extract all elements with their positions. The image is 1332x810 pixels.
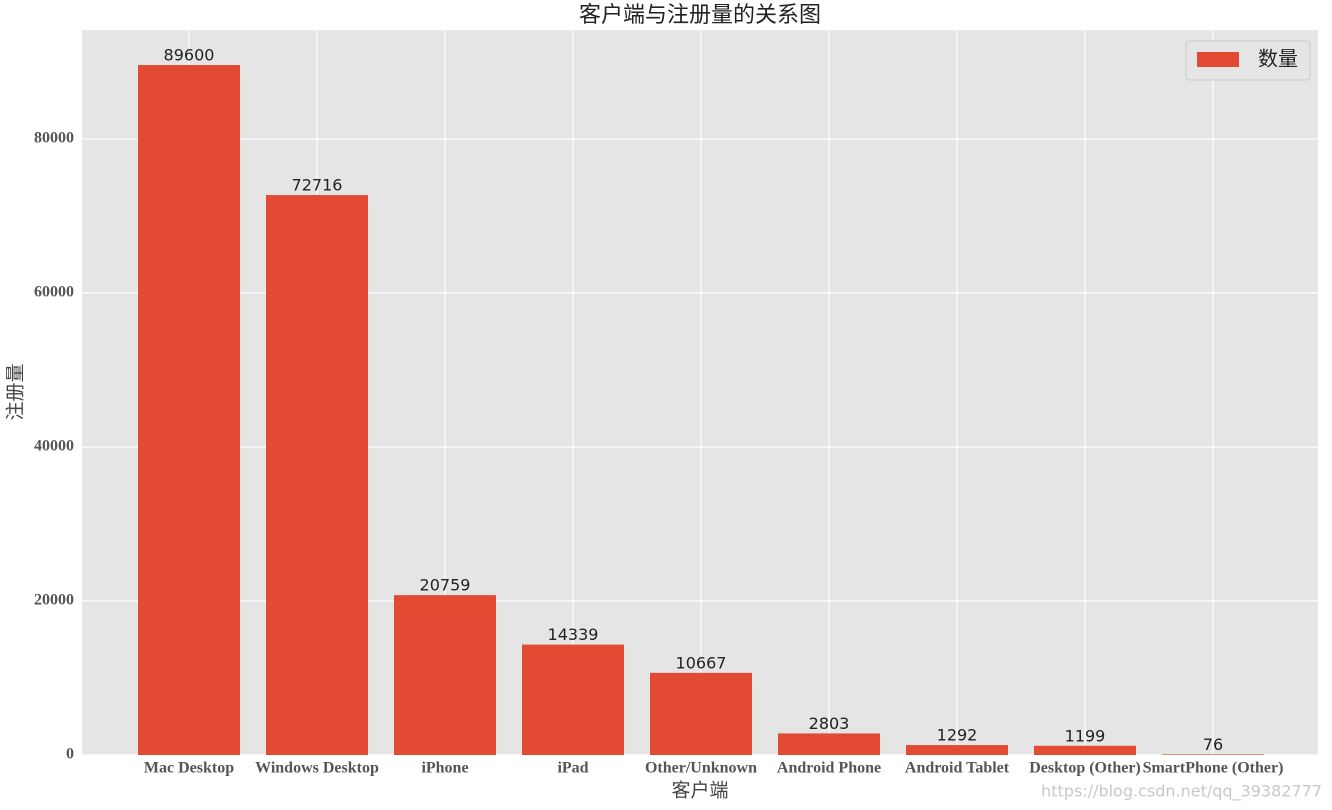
value-label: 10667 [676,653,727,672]
value-label: 1292 [937,726,978,745]
bar [906,745,1008,755]
legend-swatch [1197,52,1239,67]
x-tick-label: Windows Desktop [255,760,379,777]
bar [778,733,880,755]
bar [394,595,496,755]
x-tick-label: Mac Desktop [144,760,234,777]
value-label: 89600 [164,46,215,65]
bar [266,195,368,755]
watermark: https://blog.csdn.net/qq_39382777 [1041,782,1322,802]
bar [522,644,624,755]
value-label: 20759 [420,576,471,595]
y-axis-label: 注册量 [5,363,27,420]
value-label: 72716 [292,176,343,195]
y-tick-label: 80000 [34,130,74,147]
value-label: 14339 [548,625,599,644]
bar [1034,745,1136,755]
x-tick-label: Android Tablet [905,760,1010,777]
bar [138,65,240,756]
y-tick-label: 40000 [34,438,74,455]
bar [1162,754,1264,755]
x-axis-label: 客户端 [671,780,728,802]
value-label: 2803 [809,714,850,733]
x-tick-label: iPhone [421,760,468,777]
value-label: 1199 [1065,726,1106,745]
x-tick-label: iPad [557,760,588,777]
y-tick-label: 60000 [34,284,74,301]
legend-box [1185,40,1311,81]
x-tick-label: Desktop (Other) [1029,760,1141,777]
y-tick-label: 20000 [34,592,74,609]
x-tick-label: Android Phone [777,760,881,777]
chart-title: 客户端与注册量的关系图 [579,3,821,28]
x-tick-label: Other/Unknown [645,760,757,777]
y-tick-label: 0 [66,746,74,763]
x-tick-label: SmartPhone (Other) [1143,760,1284,777]
legend-label: 数量 [1258,47,1298,71]
bar [650,672,752,755]
value-label: 76 [1203,735,1223,754]
